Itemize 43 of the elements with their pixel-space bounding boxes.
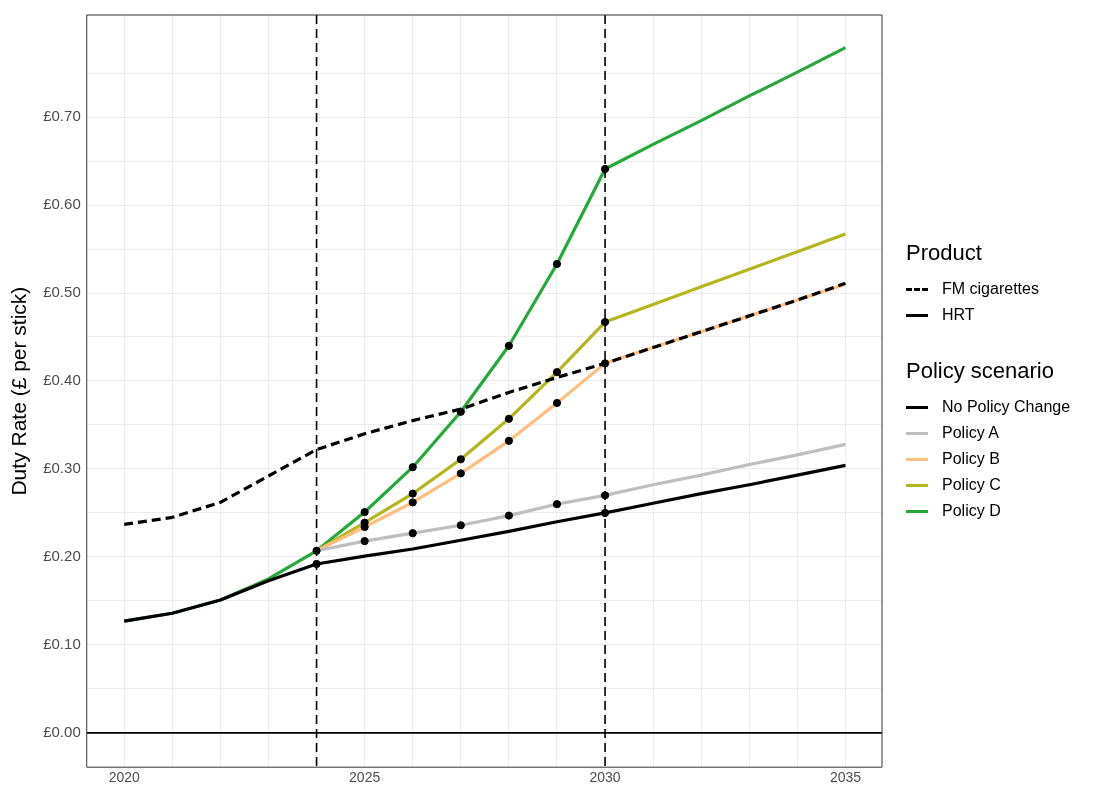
point <box>504 436 513 445</box>
y-axis-title: Duty Rate (£ per stick) <box>7 286 31 496</box>
legend-label: Policy D <box>942 502 1001 520</box>
point <box>504 341 513 350</box>
x-tick-label: 2020 <box>108 769 141 786</box>
point <box>312 559 321 569</box>
y-tick-label: £0.40 <box>43 371 81 389</box>
point <box>504 511 513 520</box>
y-tick-label: £0.30 <box>43 459 81 477</box>
text: Product <box>906 240 983 266</box>
legend-label: Policy A <box>942 424 999 442</box>
point <box>504 414 513 423</box>
point <box>456 469 465 478</box>
point <box>552 500 562 509</box>
y-tick-label: £0.70 <box>43 107 81 125</box>
point <box>552 368 562 377</box>
point <box>552 398 562 408</box>
legend-title: Policy scenario <box>906 358 1055 384</box>
x-tick-label: 2030 <box>589 769 621 786</box>
y-tick-label: £0.50 <box>43 283 81 301</box>
point <box>408 529 417 538</box>
legend-label: No Policy Change <box>942 398 1071 416</box>
point <box>456 521 465 530</box>
point <box>408 489 417 498</box>
point <box>456 455 465 464</box>
legend-label: Policy B <box>942 450 1000 468</box>
x-tick-label: 2035 <box>829 769 862 786</box>
y-tick-label: £0.10 <box>43 635 81 653</box>
point <box>360 507 369 517</box>
legend-label: FM cigarettes <box>942 280 1039 298</box>
point <box>312 546 321 555</box>
y-tick-label: £0.20 <box>43 547 81 565</box>
point <box>552 259 562 269</box>
y-tick-label: £0.00 <box>43 723 81 741</box>
point <box>408 463 417 472</box>
legend-label: HRT <box>942 306 975 324</box>
point <box>600 359 610 368</box>
point <box>408 498 417 507</box>
point <box>456 407 465 416</box>
point <box>360 537 369 546</box>
x-tick-label: 2025 <box>349 769 381 786</box>
legend-label: Policy C <box>942 476 1001 494</box>
y-tick-label: £0.60 <box>43 195 81 213</box>
